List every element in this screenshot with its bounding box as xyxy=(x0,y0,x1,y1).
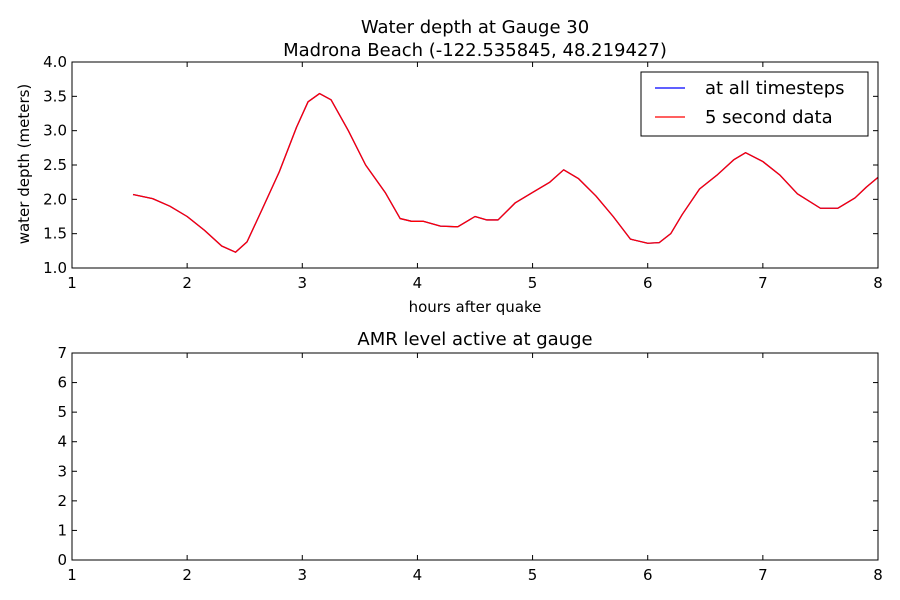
x-tick-label: 3 xyxy=(298,566,308,584)
legend: at all timesteps 5 second data xyxy=(640,71,869,137)
x-tick-label: 2 xyxy=(182,566,192,584)
y-tick-label: 1.5 xyxy=(43,225,67,243)
y-tick-label: 3.5 xyxy=(43,87,67,105)
x-axis-label: hours after quake xyxy=(409,298,542,316)
x-tick-label: 7 xyxy=(758,566,768,584)
y-tick-label: 2.0 xyxy=(43,190,67,208)
x-tick-label: 8 xyxy=(873,566,883,584)
y-tick-label: 1.0 xyxy=(43,259,67,277)
y-tick-label: 1 xyxy=(57,521,67,539)
y-tick-label: 7 xyxy=(57,344,67,362)
x-tick-label: 5 xyxy=(528,566,538,584)
x-tick-label: 6 xyxy=(643,274,653,292)
plot-frame-amr xyxy=(71,352,879,561)
chart-subtitle: Madrona Beach (-122.535845, 48.219427) xyxy=(283,40,667,61)
x-axis-ticks: 1 2 3 4 5 6 7 8 xyxy=(67,62,883,292)
y-tick-label: 6 xyxy=(57,374,67,392)
x-tick-label: 8 xyxy=(873,274,883,292)
x-tick-label: 4 xyxy=(413,566,423,584)
x-tick-label: 6 xyxy=(643,566,653,584)
y-axis-ticks: 1.0 1.5 2.0 2.5 3.0 3.5 4.0 xyxy=(43,53,878,277)
plot-frame xyxy=(71,61,879,269)
chart-title-amr: AMR level active at gauge xyxy=(357,329,592,350)
x-tick-label: 7 xyxy=(758,274,768,292)
series-group xyxy=(132,92,879,253)
x-tick-label: 4 xyxy=(413,274,423,292)
water-depth-chart: Water depth at Gauge 30 Madrona Beach (-… xyxy=(15,17,883,316)
y-tick-label: 5 xyxy=(57,403,67,421)
x-tick-label: 5 xyxy=(528,274,538,292)
y-axis-ticks-amr: 0 1 2 3 4 5 6 7 xyxy=(57,344,878,569)
y-axis-label: water depth (meters) xyxy=(15,84,33,245)
y-tick-label: 0 xyxy=(57,551,67,569)
y-tick-label: 3 xyxy=(57,462,67,480)
x-axis-ticks-amr: 1 2 3 4 5 6 7 8 xyxy=(67,353,883,584)
x-tick-label: 3 xyxy=(298,274,308,292)
y-tick-label: 4 xyxy=(57,433,67,451)
x-tick-label: 1 xyxy=(67,566,77,584)
y-tick-label: 3.0 xyxy=(43,122,67,140)
legend-label-all-timesteps: at all timesteps xyxy=(705,78,845,99)
legend-label-5-second-data: 5 second data xyxy=(705,107,833,128)
legend-box xyxy=(640,71,869,137)
x-tick-label: 1 xyxy=(67,274,77,292)
y-tick-label: 2 xyxy=(57,492,67,510)
y-tick-label: 4.0 xyxy=(43,53,67,71)
series-line-5-second-data xyxy=(132,92,879,253)
chart-title: Water depth at Gauge 30 xyxy=(361,17,589,38)
y-tick-label: 2.5 xyxy=(43,156,67,174)
x-tick-label: 2 xyxy=(182,274,192,292)
